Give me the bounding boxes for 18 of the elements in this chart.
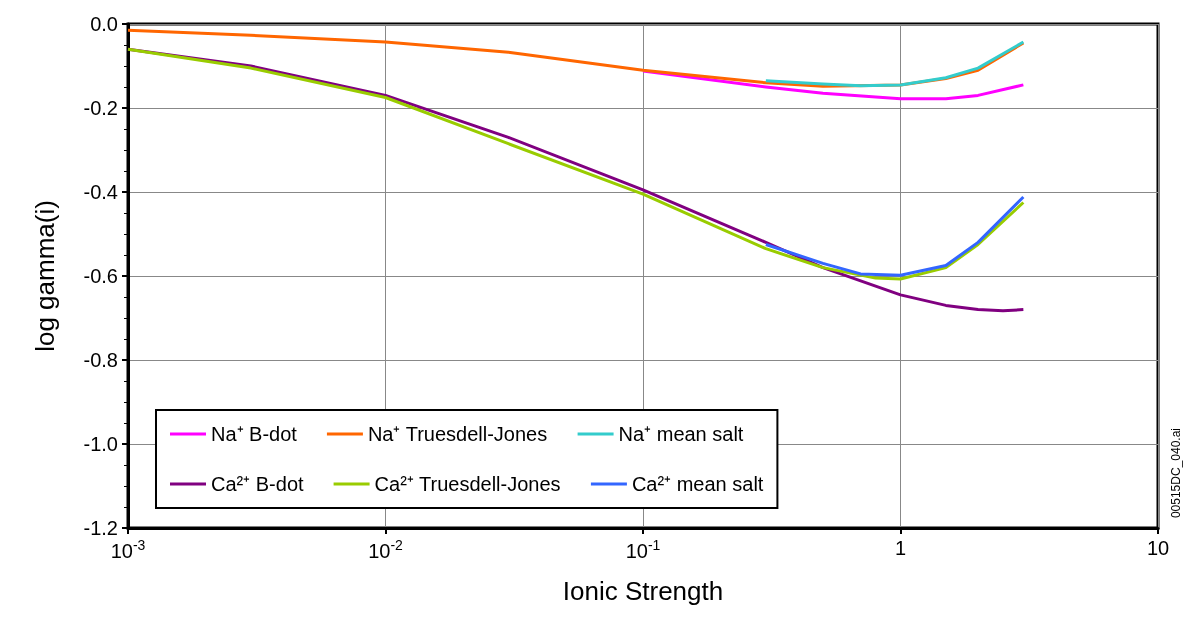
text: 00515DC_040.ai (1169, 427, 1183, 519)
legend-label: Ca²⁺ mean salt (631, 473, 764, 495)
x-tick-label: 1 (894, 537, 907, 559)
y-tick-label: -0.4 (83, 181, 118, 203)
y-tick-label: -0.8 (83, 349, 118, 371)
legend-label: Ca²⁺ Truesdell-Jones (374, 473, 561, 495)
y-tick-label: -0.6 (83, 265, 118, 287)
legend-label: Na⁺ Truesdell-Jones (367, 423, 548, 445)
x-tick-label: 10 (1146, 537, 1170, 559)
legend-label: Ca²⁺ B-dot (211, 473, 305, 495)
x-axis-title: Ionic Strength (562, 576, 724, 606)
y-axis-title: log gamma(i) (30, 200, 60, 352)
legend-label: Na⁺ B-dot (211, 423, 298, 445)
y-tick-label: 0.0 (90, 13, 118, 35)
legend-label: Na⁺ mean salt (618, 423, 744, 445)
y-tick-label: -0.2 (83, 97, 118, 119)
y-tick-label: -1.0 (83, 433, 118, 455)
y-tick-label: -1.2 (83, 517, 118, 539)
